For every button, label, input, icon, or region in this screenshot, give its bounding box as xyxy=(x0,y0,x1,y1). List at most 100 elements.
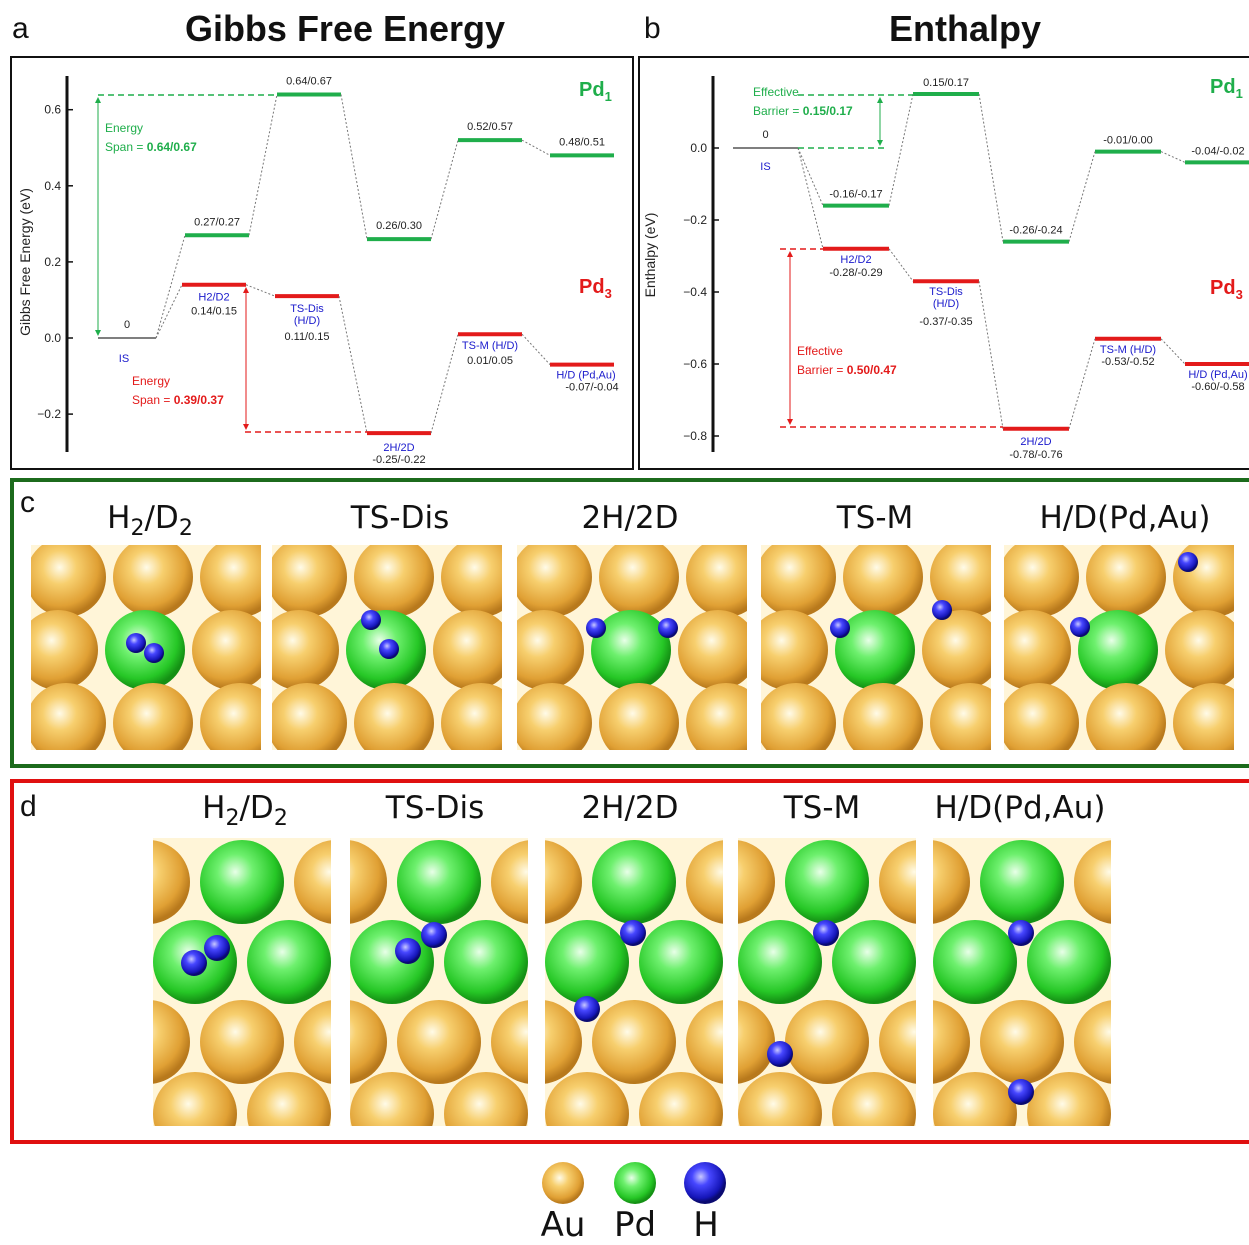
d-title-2h2d: 2H/2D xyxy=(581,790,679,826)
h-atom xyxy=(1070,617,1090,637)
state-label: 2H/2D xyxy=(1020,436,1051,448)
d-title-ts-m: TS-M xyxy=(783,790,861,826)
au-atom xyxy=(444,1072,528,1126)
pd-atom xyxy=(444,920,528,1004)
connector xyxy=(155,284,183,339)
pd-atom xyxy=(933,920,1017,1004)
level-value-label: -0.04/-0.02 xyxy=(1191,145,1244,157)
au-atom xyxy=(517,610,584,690)
h-atom xyxy=(574,996,600,1022)
au-atom xyxy=(545,840,582,924)
panel-d-frame xyxy=(10,779,1249,1144)
y-tick-label: −0.6 xyxy=(683,357,707,371)
state-label: H/D (Pd,Au) xyxy=(556,370,615,382)
au-atom xyxy=(545,1072,629,1126)
au-atom xyxy=(599,683,679,750)
legend-h-atom xyxy=(684,1162,726,1204)
au-atom xyxy=(350,1072,434,1126)
level-value-label: -0.53/-0.52 xyxy=(1101,356,1154,368)
h-atom xyxy=(126,633,146,653)
au-atom xyxy=(933,1072,1017,1126)
pd3-span-l1: Energy xyxy=(132,374,170,388)
au-atom xyxy=(247,1072,331,1126)
au-atom xyxy=(1086,545,1166,617)
d-title-hd-pdau: H/D(Pd,Au) xyxy=(934,790,1106,826)
au-atom xyxy=(491,1000,528,1084)
h-atom xyxy=(144,643,164,663)
au-atom xyxy=(113,545,193,617)
au-atom xyxy=(686,840,723,924)
au-atom xyxy=(491,840,528,924)
au-atom xyxy=(686,1000,723,1084)
au-atom xyxy=(761,545,836,617)
pd1-barrier-l1: Effective xyxy=(753,85,799,99)
au-atom xyxy=(31,683,106,750)
connector xyxy=(248,94,278,236)
surface-d2 xyxy=(545,838,723,1126)
structures-pd3 xyxy=(153,838,1111,1126)
pd-atom xyxy=(785,840,869,924)
au-atom xyxy=(761,610,828,690)
d-title-h2d2: H2/D2 xyxy=(202,790,288,832)
state-label: H/D (Pd,Au) xyxy=(1188,369,1247,381)
state-label: IS xyxy=(119,353,129,365)
surface-d0 xyxy=(153,838,331,1126)
structures-pd1 xyxy=(31,545,1234,750)
level-value-label: 0.01/0.05 xyxy=(467,355,513,367)
au-atom xyxy=(738,1072,822,1126)
au-atom xyxy=(843,683,923,750)
c-title-ts-m: TS-M xyxy=(836,500,914,536)
au-atom xyxy=(1004,545,1079,617)
state-label: TS-M (H/D) xyxy=(462,340,518,352)
connector xyxy=(430,140,459,240)
h-atom xyxy=(813,920,839,946)
surface-c4 xyxy=(1004,545,1234,750)
au-atom xyxy=(272,610,339,690)
au-atom xyxy=(1165,610,1234,690)
level-value-label: 0.52/0.57 xyxy=(467,121,513,133)
au-atom xyxy=(433,610,502,690)
state-label: TS-M (H/D) xyxy=(1100,344,1156,356)
legend-label-au: Au xyxy=(540,1205,586,1245)
surface-d1 xyxy=(350,838,528,1126)
connector xyxy=(797,147,824,206)
state-label: H2/D2 xyxy=(840,254,871,266)
au-atom xyxy=(31,545,106,617)
panel-b-letter: b xyxy=(644,12,661,45)
connector xyxy=(1068,151,1096,242)
pd-atom xyxy=(247,920,331,1004)
au-atom xyxy=(1074,1000,1111,1084)
pd3-span-l2: Span = 0.39/0.37 xyxy=(132,393,224,407)
au-atom xyxy=(738,1000,775,1084)
y-tick-label: 0.2 xyxy=(44,255,61,269)
au-atom xyxy=(1086,683,1166,750)
h-atom xyxy=(658,618,678,638)
connector xyxy=(978,93,1004,242)
surface-d3 xyxy=(738,838,916,1126)
au-atom xyxy=(200,545,261,617)
atom-legend xyxy=(542,1162,726,1204)
panel-a-frame xyxy=(10,56,634,470)
pd-atom xyxy=(545,920,629,1004)
au-atom xyxy=(113,683,193,750)
au-atom xyxy=(1004,610,1071,690)
au-atom xyxy=(354,545,434,617)
au-atom xyxy=(153,1072,237,1126)
level-value-label: -0.28/-0.29 xyxy=(829,267,882,279)
au-atom xyxy=(294,840,331,924)
pd3-barrier-l2: Barrier = 0.50/0.47 xyxy=(797,363,897,377)
y-tick-label: −0.4 xyxy=(683,285,707,299)
panel-d-letter: d xyxy=(20,790,37,823)
au-atom xyxy=(1004,683,1079,750)
h-atom xyxy=(932,600,952,620)
state-label: IS xyxy=(760,161,770,173)
au-atom xyxy=(738,840,775,924)
pd-atom xyxy=(980,840,1064,924)
au-atom xyxy=(200,1000,284,1084)
panel-c-frame xyxy=(10,478,1249,768)
connector xyxy=(888,248,914,282)
au-atom xyxy=(441,683,502,750)
legend-pd-atom xyxy=(614,1162,656,1204)
au-atom xyxy=(930,683,991,750)
connector xyxy=(888,93,914,206)
